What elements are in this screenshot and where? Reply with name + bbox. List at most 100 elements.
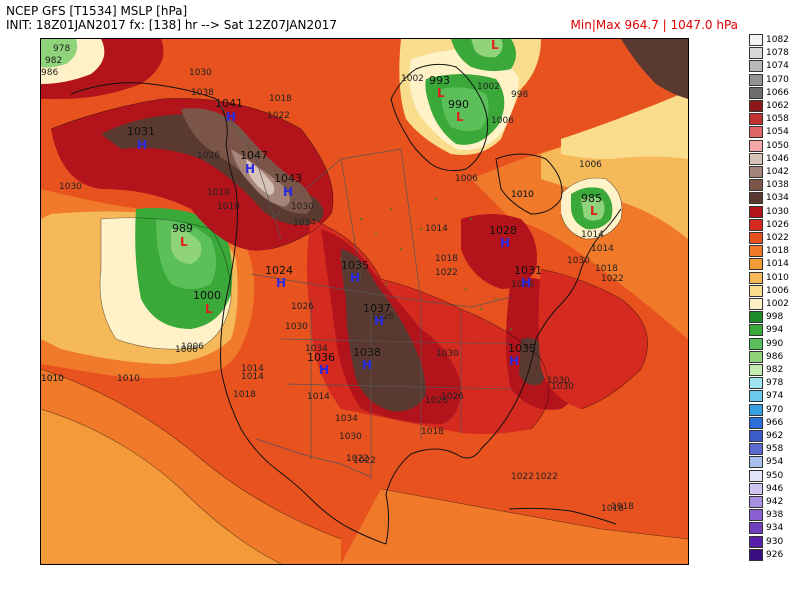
speckle [449, 267, 453, 271]
low-marker: L [590, 204, 598, 218]
legend-label: 1006 [766, 285, 789, 296]
contour-label: 1006 [455, 174, 478, 184]
center-value: 1024 [265, 264, 293, 277]
legend-swatch [749, 218, 763, 231]
high-marker: H [226, 110, 236, 124]
legend-swatch [749, 166, 763, 178]
init-forecast-time: INIT: 18Z01JAN2017 fx: [138] hr --> Sat … [6, 18, 338, 32]
legend-entry: 1074 [749, 60, 793, 73]
legend-entry: 966 [749, 416, 793, 429]
legend-label: 942 [766, 497, 784, 507]
zone-986-nw [41, 39, 78, 68]
legend-entry: 946 [749, 482, 793, 495]
low-marker: L [205, 302, 213, 316]
legend-label: 926 [766, 549, 784, 560]
low-marker: L [437, 86, 445, 100]
zone-1034-us [341, 249, 426, 412]
legend-label: 1042 [766, 167, 789, 177]
high-marker: H [319, 363, 329, 377]
legend-label: 1058 [766, 114, 789, 125]
legend-swatch [749, 350, 763, 363]
legend-label: 938 [766, 510, 784, 521]
contour-label: 1014 [241, 364, 264, 374]
alaska-yukon-border [215, 98, 282, 240]
contour-label: 1018 [421, 427, 444, 437]
legend-entry: 1066 [749, 86, 793, 99]
legend-entry: 1050 [749, 139, 793, 152]
legend-label: 1070 [766, 74, 789, 85]
legend-entry: 978 [749, 377, 793, 390]
center-value: 1035 [508, 342, 536, 355]
legend-entry: 1014 [749, 258, 793, 271]
legend-entry: 1054 [749, 126, 793, 139]
legend-entry: 1042 [749, 166, 793, 178]
contour-label: 1026 [291, 302, 314, 312]
low-marker: L [456, 110, 464, 124]
legend-swatch [749, 443, 763, 456]
contour-label: 1018 [611, 502, 634, 512]
legend-swatch [749, 535, 763, 548]
min-max-pressure: Min|Max 964.7 | 1047.0 hPa [570, 18, 738, 32]
speckle [469, 217, 473, 221]
legend-entry: 962 [749, 430, 793, 442]
legend-entry: 954 [749, 456, 793, 469]
product-title: NCEP GFS [T1534] MSLP [hPa] [6, 4, 188, 18]
high-marker: H [245, 162, 255, 176]
legend-label: 1078 [766, 48, 789, 59]
legend-swatch [749, 152, 763, 165]
high-marker: H [283, 185, 293, 199]
center-value: 1038 [353, 346, 381, 359]
zone-1026-atlantic [538, 269, 648, 409]
legend-swatch [749, 390, 763, 403]
contour-label: 1022 [511, 472, 534, 482]
contour-label: 1002 [477, 82, 500, 92]
contour-label: 1006 [579, 160, 602, 170]
contour-label: 1030 [339, 432, 362, 442]
legend-swatch [749, 113, 763, 126]
cuba-coast [508, 507, 617, 525]
legend-swatch [749, 482, 763, 495]
legend-swatch [749, 324, 763, 337]
legend-swatch [749, 311, 763, 324]
high-marker: H [276, 276, 286, 290]
high-marker: H [500, 236, 510, 250]
contour-label: 1014 [425, 224, 448, 234]
us-canada-border [250, 273, 512, 308]
legend-entry: 1082 [749, 34, 793, 46]
high-marker: H [362, 358, 372, 372]
isobar-1002-pacific [99, 217, 232, 350]
legend-swatch [749, 496, 763, 508]
legend-label: 982 [766, 365, 784, 375]
contour-label: 1010 [41, 374, 64, 384]
speckle [419, 227, 423, 231]
legend-entry: 942 [749, 496, 793, 508]
contour-label: 1026 [425, 396, 448, 406]
speckle [494, 297, 498, 301]
legend-label: 974 [766, 391, 784, 402]
legend-entry: 1002 [749, 298, 793, 310]
contour-label: 1010 [217, 202, 240, 212]
legend-swatch [749, 469, 763, 482]
contour-label: 1018 [269, 94, 292, 104]
legend-entry: 1058 [749, 113, 793, 126]
legend-label: 930 [766, 536, 784, 547]
legend-label: 990 [766, 338, 784, 349]
legend-label: 1002 [766, 299, 789, 309]
legend-entry: 1022 [749, 232, 793, 244]
legend-entry: 990 [749, 337, 793, 350]
legend-label: 950 [766, 470, 784, 481]
legend-entry: 970 [749, 403, 793, 416]
legend-swatch [749, 298, 763, 310]
legend-label: 958 [766, 444, 784, 455]
legend-label: 978 [766, 378, 784, 389]
legend-swatch [749, 284, 763, 297]
contour-label: 1010 [511, 190, 534, 200]
contour-label: 1014 [241, 372, 264, 382]
contour-label: 1026 [441, 392, 464, 402]
legend-label: 1074 [766, 61, 789, 72]
legend-label: 994 [766, 325, 784, 336]
contour-label: 1026 [197, 151, 220, 161]
contour-label: 1014 [581, 230, 604, 240]
contour-label: 1038 [191, 88, 214, 98]
contour-label: 1034 [305, 344, 328, 354]
